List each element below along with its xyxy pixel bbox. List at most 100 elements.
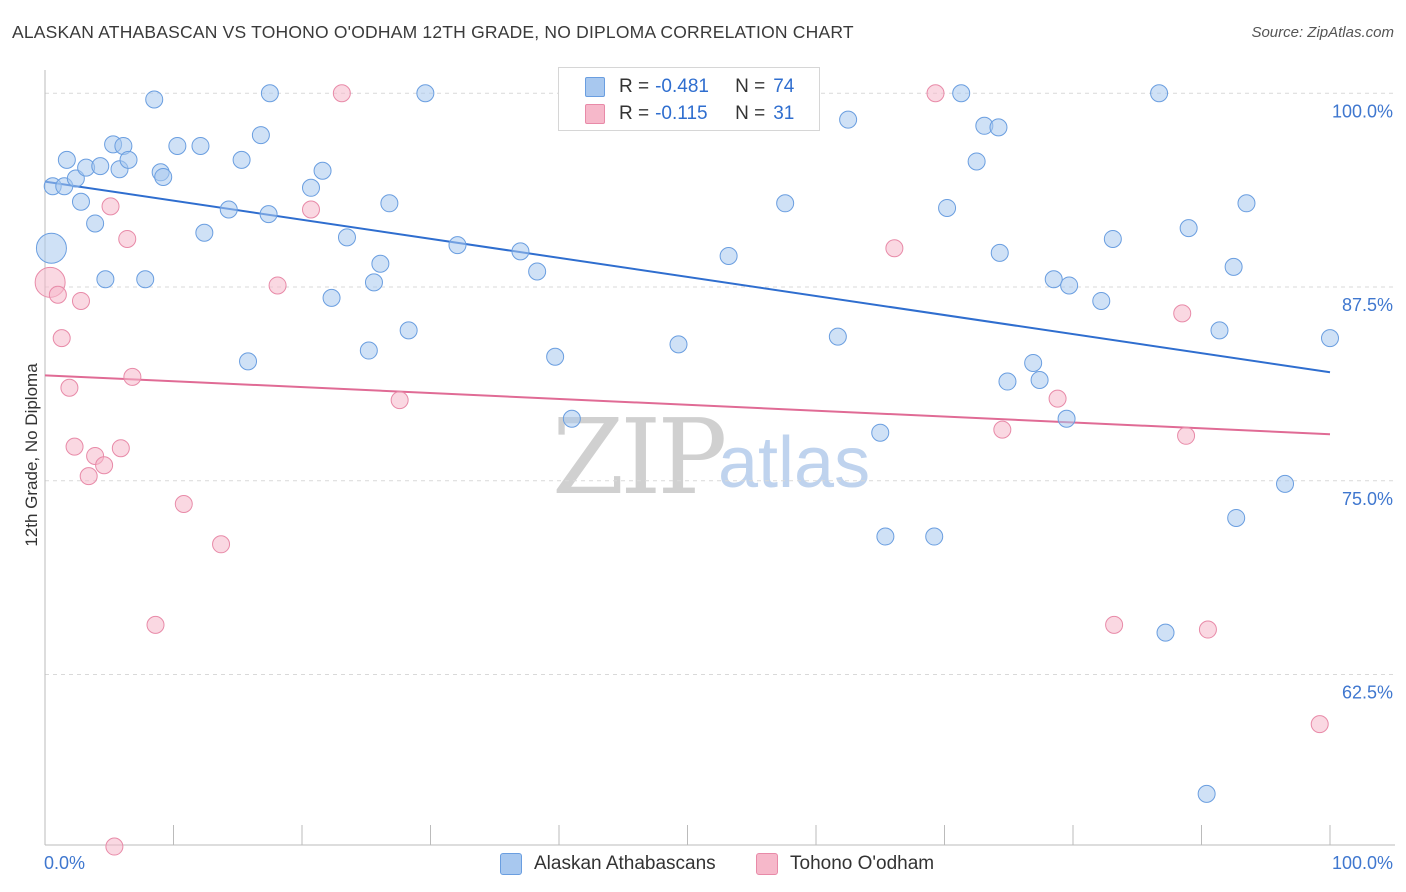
- trend-line: [44, 374, 1331, 436]
- data-point-athabascan: [91, 157, 110, 176]
- data-point-tohono: [1177, 426, 1196, 445]
- data-point-athabascan: [1024, 353, 1043, 372]
- data-point-athabascan: [145, 90, 164, 109]
- x-tick-label: 0.0%: [44, 853, 85, 873]
- data-point-tohono: [95, 456, 114, 475]
- data-point-athabascan: [232, 150, 251, 169]
- data-point-tohono: [993, 420, 1012, 439]
- data-point-athabascan: [96, 270, 115, 289]
- data-point-athabascan: [876, 527, 895, 546]
- data-point-athabascan: [1224, 257, 1243, 276]
- data-point-athabascan: [776, 194, 795, 213]
- y-tick-label: 75.0%: [1342, 489, 1393, 509]
- data-point-athabascan: [191, 136, 210, 155]
- data-point-athabascan: [511, 242, 530, 261]
- data-point-athabascan: [35, 232, 67, 264]
- data-point-athabascan: [380, 194, 399, 213]
- legend-swatch-athabascan: [500, 853, 522, 875]
- data-point-tohono: [926, 84, 945, 103]
- data-point-athabascan: [952, 84, 971, 103]
- data-point-athabascan: [301, 178, 320, 197]
- data-point-tohono: [111, 439, 130, 458]
- data-point-athabascan: [1227, 508, 1246, 527]
- data-point-athabascan: [1321, 329, 1339, 348]
- data-point-athabascan: [839, 110, 858, 129]
- legend-n-label: N =: [735, 103, 766, 124]
- data-point-athabascan: [359, 341, 378, 360]
- data-point-athabascan: [239, 352, 258, 371]
- legend-n-value: 31: [773, 103, 795, 124]
- legend-r-value: -0.481: [655, 76, 709, 97]
- legend-item-tohono: Tohono O'odham: [756, 851, 934, 877]
- chart-title: ALASKAN ATHABASCAN VS TOHONO O'ODHAM 12T…: [12, 22, 854, 42]
- data-point-athabascan: [719, 247, 738, 265]
- data-point-athabascan: [71, 192, 90, 211]
- data-point-athabascan: [259, 205, 278, 224]
- data-point-athabascan: [871, 423, 890, 442]
- data-point-athabascan: [925, 527, 944, 546]
- data-point-athabascan: [1197, 784, 1216, 803]
- legend-n-value: 74: [773, 76, 795, 97]
- y-tick-label: 87.5%: [1342, 295, 1393, 315]
- data-point-athabascan: [1150, 84, 1169, 103]
- data-point-tohono: [390, 391, 409, 410]
- y-tick-label: 100.0%: [1332, 101, 1393, 121]
- legend-r-value: -0.115: [655, 103, 708, 124]
- data-point-athabascan: [337, 228, 356, 247]
- data-point-athabascan: [219, 200, 238, 219]
- data-point-athabascan: [364, 273, 383, 292]
- data-point-athabascan: [528, 262, 547, 281]
- legend-swatch-tohono: [756, 853, 778, 875]
- legend-r-label: R =: [619, 103, 650, 124]
- data-point-athabascan: [313, 161, 332, 180]
- data-point-tohono: [65, 437, 84, 456]
- data-point-tohono: [1105, 615, 1124, 634]
- trend-lines: [44, 180, 1331, 436]
- watermark-atlas: atlas: [718, 423, 871, 503]
- data-point-tohono: [118, 229, 137, 248]
- legend-swatch-tohono: [585, 104, 605, 124]
- data-point-athabascan: [260, 84, 279, 103]
- data-point-athabascan: [990, 243, 1009, 262]
- data-point-tohono: [268, 276, 287, 295]
- trend-line: [44, 180, 1331, 374]
- data-point-athabascan: [1210, 321, 1229, 340]
- tick-labels: 100.0% 87.5% 75.0% 62.5% 0.0% 100.0%: [44, 101, 1393, 873]
- legend-n-label: N =: [735, 76, 766, 97]
- x-tick-label: 100.0%: [1332, 853, 1393, 873]
- data-point-athabascan: [1179, 219, 1198, 238]
- data-point-athabascan: [86, 214, 105, 233]
- data-point-tohono: [1048, 389, 1067, 408]
- data-point-tohono: [48, 285, 67, 304]
- data-points: [34, 84, 1339, 856]
- data-point-athabascan: [195, 223, 214, 242]
- data-point-tohono: [105, 837, 124, 856]
- data-point-tohono: [79, 467, 98, 486]
- y-axis-label: 12th Grade, No Diploma: [22, 363, 41, 547]
- data-point-tohono: [60, 378, 79, 397]
- data-point-athabascan: [1092, 291, 1111, 310]
- legend-row-athabascan: R = -0.481 N = 74: [585, 75, 794, 99]
- data-point-athabascan: [1103, 229, 1122, 248]
- data-point-tohono: [52, 329, 71, 348]
- data-point-athabascan: [1044, 270, 1063, 289]
- data-point-tohono: [212, 535, 231, 554]
- y-tick-label: 62.5%: [1342, 683, 1393, 703]
- data-point-athabascan: [322, 288, 341, 307]
- correlation-legend: R = -0.481 N = 74 R = -0.115 N = 31: [558, 67, 820, 131]
- data-point-athabascan: [416, 84, 435, 103]
- data-point-athabascan: [1276, 474, 1295, 493]
- data-point-athabascan: [119, 150, 138, 169]
- data-point-tohono: [1173, 304, 1192, 323]
- legend-r-label: R =: [619, 76, 650, 97]
- data-point-tohono: [174, 495, 193, 513]
- data-point-athabascan: [154, 167, 173, 186]
- data-point-athabascan: [938, 198, 957, 217]
- data-point-tohono: [146, 615, 165, 634]
- data-point-tohono: [885, 239, 904, 258]
- data-point-athabascan: [546, 347, 565, 366]
- watermark-zip: ZIP: [552, 396, 727, 518]
- data-point-athabascan: [669, 335, 688, 354]
- source-credit: Source: ZipAtlas.com: [1251, 24, 1394, 41]
